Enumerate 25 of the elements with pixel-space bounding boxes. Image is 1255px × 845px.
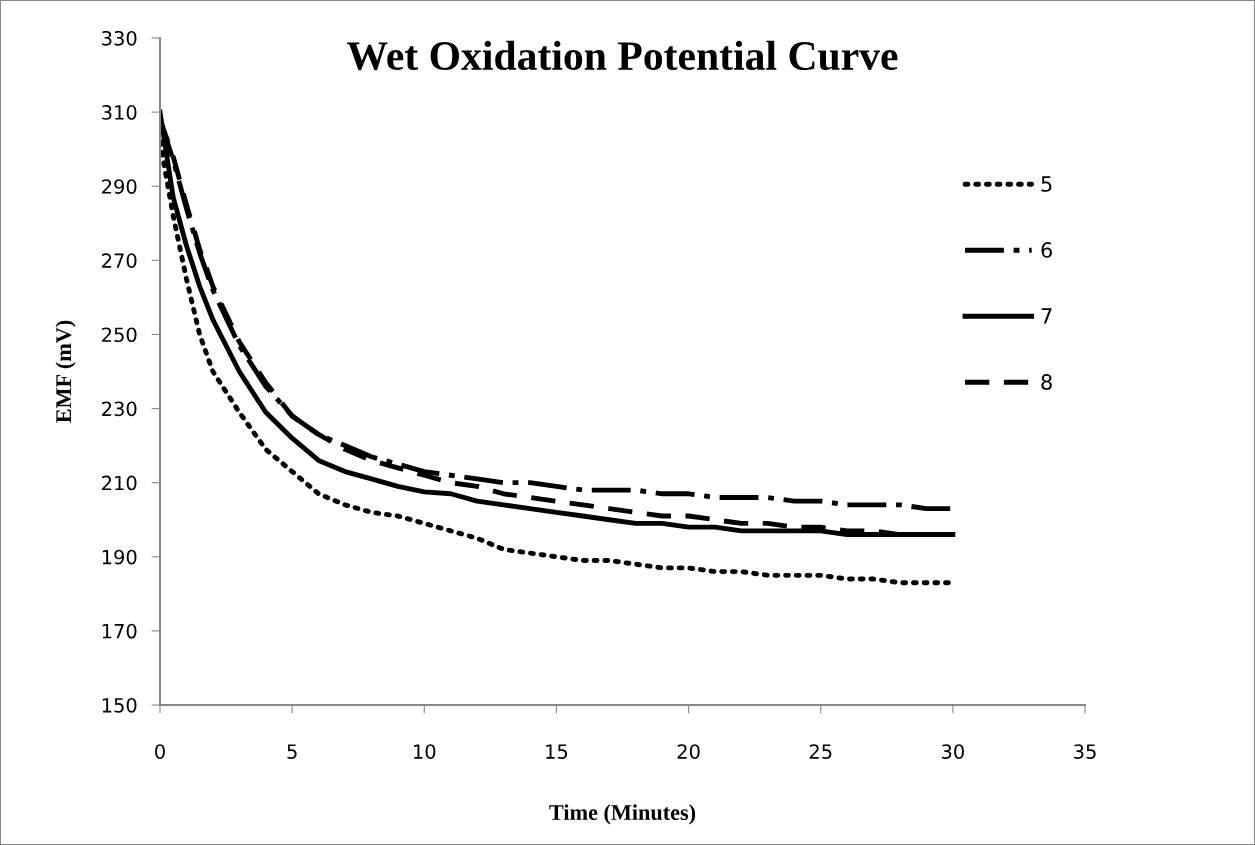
y-tick-label: 190 <box>102 549 137 565</box>
x-tick-label: 20 <box>677 744 700 759</box>
y-tick-label: 310 <box>102 105 137 120</box>
legend-label: 8 <box>1041 374 1052 390</box>
legend-label: 7 <box>1041 308 1052 324</box>
y-tick-label: 150 <box>102 697 137 713</box>
y-tick-label: 330 <box>102 30 137 46</box>
y-tick-label: 210 <box>102 475 137 491</box>
y-tick-label: 270 <box>102 253 137 268</box>
x-tick-label: 10 <box>414 744 436 759</box>
chart-title: Wet Oxidation Potential Curve <box>347 40 898 71</box>
legend-label: 6 <box>1041 242 1052 258</box>
x-tick-label: 15 <box>546 744 568 759</box>
y-axis-title: EMF (mV) <box>55 320 76 423</box>
y-tick-label: 170 <box>102 623 137 639</box>
legend-label: 5 <box>1041 176 1052 192</box>
y-tick-label: 230 <box>102 401 137 417</box>
x-tick-label: 0 <box>155 744 165 759</box>
x-tick-label: 30 <box>941 744 964 759</box>
y-tick-label: 290 <box>102 179 137 194</box>
x-tick-label: 35 <box>1074 744 1096 759</box>
x-axis-title: Time (Minutes) <box>549 804 696 825</box>
y-tick-label: 250 <box>102 327 137 343</box>
x-tick-label: 5 <box>287 744 297 759</box>
x-tick-label: 25 <box>809 744 832 759</box>
